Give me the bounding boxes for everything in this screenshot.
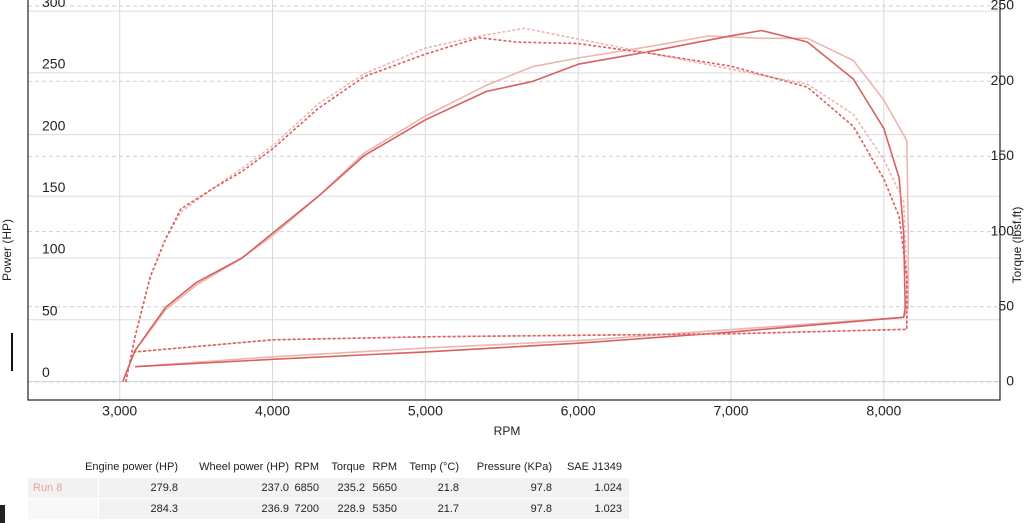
table-cell: 5650 (373, 482, 397, 494)
table-cell: 5350 (373, 503, 397, 515)
table-cell: 21.8 (438, 482, 459, 494)
table-cell: 279.8 (150, 482, 178, 494)
y2-tick-label: 200 (991, 72, 1015, 88)
row-label: Run 8 (33, 482, 62, 494)
y2-tick-label: 0 (1006, 373, 1014, 389)
x-tick-label: 4,000 (255, 403, 290, 419)
table-header: Pressure (KPa) (477, 461, 552, 473)
table-cell: 284.3 (150, 503, 178, 515)
table-cell: 21.7 (438, 503, 459, 515)
table-header: RPM (373, 461, 397, 473)
y2-tick-label: 250 (991, 0, 1015, 13)
table-cell: 235.2 (337, 482, 365, 494)
table-header: Temp (°C) (409, 461, 459, 473)
y-tick-label: 200 (42, 117, 66, 133)
table-cell: 237.0 (261, 482, 289, 494)
table-cell: 7200 (295, 503, 319, 515)
table-cell: 1.023 (594, 503, 622, 515)
x-tick-label: 6,000 (561, 403, 596, 419)
x-tick-label: 7,000 (713, 403, 748, 419)
table-header: SAE J1349 (567, 461, 622, 473)
series-line (125, 36, 908, 383)
y2-tick-label: 50 (998, 297, 1014, 313)
table-label-bg (28, 499, 98, 519)
table-cell: 97.8 (531, 503, 552, 515)
table-row-bg (99, 499, 629, 519)
table-row-bg (99, 478, 629, 498)
x-tick-label: 5,000 (408, 403, 443, 419)
table-header: RPM (295, 461, 319, 473)
y-tick-label: 50 (42, 302, 58, 318)
table-cell: 97.8 (531, 482, 552, 494)
x-axis-label: RPM (494, 424, 521, 438)
x-tick-label: 8,000 (866, 403, 901, 419)
table-cell: 6850 (295, 482, 319, 494)
table-cell: 236.9 (261, 503, 289, 515)
y2-tick-label: 150 (991, 147, 1015, 163)
side-marker (11, 333, 13, 371)
table-header: Torque (331, 461, 365, 473)
y-tick-label: 0 (42, 364, 50, 380)
plot-frame (27, 0, 1001, 401)
x-tick-label: 3,000 (102, 403, 137, 419)
y-axis-label: Power (HP) (0, 219, 14, 281)
y2-tick-label: 100 (991, 222, 1015, 238)
y-tick-label: 150 (42, 179, 66, 195)
table-header: Wheel power (HP) (199, 461, 289, 473)
table-header: Engine power (HP) (85, 461, 178, 473)
y2-axis-label: Torque (lbsf.ft) (1010, 207, 1024, 284)
y-tick-label: 250 (42, 56, 66, 72)
table-cell: 228.9 (337, 503, 365, 515)
y-tick-label: 100 (42, 241, 66, 257)
table-label-bg (28, 478, 98, 498)
corner-marker (0, 505, 5, 523)
series-line (122, 29, 906, 382)
table-cell: 1.024 (594, 482, 622, 494)
y-tick-label: 300 (42, 0, 66, 10)
